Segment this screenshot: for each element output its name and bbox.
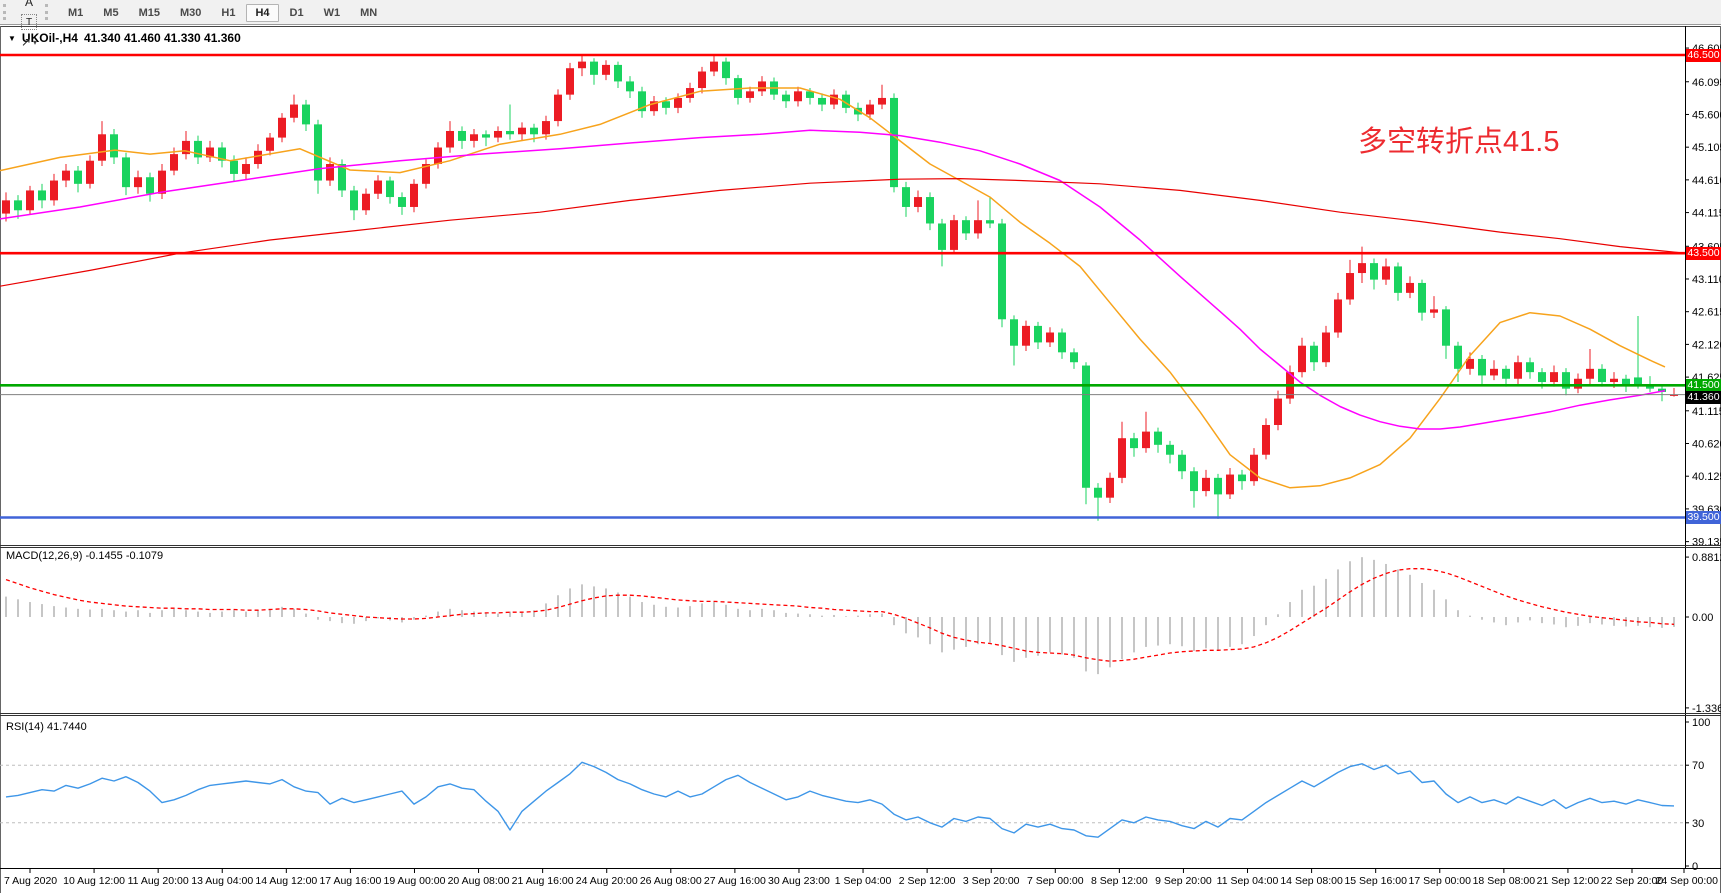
rsi-value: 41.7440 xyxy=(46,721,87,733)
svg-text:30 Aug 23:00: 30 Aug 23:00 xyxy=(768,875,830,887)
rsi-name: RSI(14) xyxy=(6,721,44,733)
svg-text:22 Sep 20:00: 22 Sep 20:00 xyxy=(1601,875,1664,887)
symbol-timeframe-label: UKOil-,H4 xyxy=(21,31,78,45)
rsi-indicator-label: RSI(14) 41.7440 xyxy=(6,721,87,733)
svg-text:8 Sep 12:00: 8 Sep 12:00 xyxy=(1091,875,1148,887)
svg-text:17 Aug 16:00: 17 Aug 16:00 xyxy=(319,875,381,887)
svg-text:13 Aug 04:00: 13 Aug 04:00 xyxy=(191,875,253,887)
candles-layer xyxy=(2,55,1678,521)
svg-text:42.615: 42.615 xyxy=(1692,307,1721,319)
macd-name: MACD(12,26,9) xyxy=(6,550,83,562)
svg-text:0.00: 0.00 xyxy=(1692,612,1713,624)
timeframe-button-d1[interactable]: D1 xyxy=(289,6,304,19)
axes-layer: 46.60546.09545.60045.10544.61044.11543.6… xyxy=(0,26,1721,887)
rsi-pane xyxy=(0,761,1685,838)
macd-values: -0.1455 -0.1079 xyxy=(85,550,164,562)
svg-text:14 Aug 12:00: 14 Aug 12:00 xyxy=(255,875,317,887)
svg-text:2 Sep 12:00: 2 Sep 12:00 xyxy=(899,875,956,887)
svg-text:-1.3368: -1.3368 xyxy=(1692,703,1721,715)
timeframe-buttons-group: M1 M5 M15 M30 H1 H4 D1 W1 MN xyxy=(58,3,387,22)
svg-text:20 Aug 08:00: 20 Aug 08:00 xyxy=(448,875,510,887)
svg-text:19 Aug 00:00: 19 Aug 00:00 xyxy=(384,875,446,887)
svg-text:18 Sep 08:00: 18 Sep 08:00 xyxy=(1473,875,1536,887)
svg-text:21 Sep 12:00: 21 Sep 12:00 xyxy=(1537,875,1600,887)
text-label-tool[interactable]: A xyxy=(18,0,40,12)
ohlc-values: 41.340 41.460 41.330 41.360 xyxy=(83,31,241,45)
timeframe-button-m5[interactable]: M5 xyxy=(103,6,119,19)
svg-text:3 Sep 20:00: 3 Sep 20:00 xyxy=(963,875,1020,887)
svg-text:44.610: 44.610 xyxy=(1692,175,1721,187)
price-level-label: 43.500 xyxy=(1686,246,1721,260)
moving-averages-layer xyxy=(0,87,1686,489)
text-tool-icon: T xyxy=(21,14,37,30)
ma-slow-red xyxy=(0,178,1686,287)
svg-text:14 Sep 08:00: 14 Sep 08:00 xyxy=(1280,875,1343,887)
svg-text:45.105: 45.105 xyxy=(1692,142,1721,154)
macd-signal-line xyxy=(5,568,1675,662)
svg-text:26 Aug 08:00: 26 Aug 08:00 xyxy=(640,875,702,887)
price-level-label: 41.500 xyxy=(1686,378,1721,392)
svg-text:0: 0 xyxy=(1692,861,1698,873)
timeframe-button-h4[interactable]: H4 xyxy=(246,3,279,22)
toolbar-grip-icon[interactable] xyxy=(3,4,10,20)
svg-text:15 Sep 16:00: 15 Sep 16:00 xyxy=(1344,875,1407,887)
svg-text:40.620: 40.620 xyxy=(1692,438,1721,450)
timeframe-button-m1[interactable]: M1 xyxy=(68,6,84,19)
svg-text:100: 100 xyxy=(1692,717,1710,729)
svg-text:40.125: 40.125 xyxy=(1692,471,1721,483)
svg-text:7 Aug 2020: 7 Aug 2020 xyxy=(4,875,57,887)
timeframe-button-m30[interactable]: M30 xyxy=(179,6,202,19)
svg-text:30: 30 xyxy=(1692,818,1704,830)
price-axis[interactable] xyxy=(1686,26,1721,868)
timeframe-button-h1[interactable]: H1 xyxy=(221,6,236,19)
arrows-tool[interactable]: ↗ ▾ xyxy=(18,32,40,52)
svg-text:11 Aug 20:00: 11 Aug 20:00 xyxy=(128,875,189,887)
svg-text:27 Aug 16:00: 27 Aug 16:00 xyxy=(704,875,766,887)
macd-pane xyxy=(5,557,1675,675)
svg-text:24 Aug 20:00: 24 Aug 20:00 xyxy=(576,875,638,887)
toolbar-grip-icon[interactable] xyxy=(45,4,52,20)
svg-text:43.110: 43.110 xyxy=(1692,274,1721,286)
arrows-tool-icon: ↗ xyxy=(20,35,32,49)
ma-fast-orange xyxy=(0,87,1666,489)
svg-text:44.115: 44.115 xyxy=(1692,208,1721,220)
chart-dropdown-icon[interactable]: ▼ xyxy=(8,33,16,43)
chevron-down-icon[interactable]: ▾ xyxy=(33,37,38,47)
svg-text:41.115: 41.115 xyxy=(1692,406,1721,418)
text-tool[interactable]: T xyxy=(18,12,40,32)
svg-text:0.8812: 0.8812 xyxy=(1692,552,1721,564)
svg-text:17 Sep 00:00: 17 Sep 00:00 xyxy=(1409,875,1472,887)
price-level-label: 46.500 xyxy=(1686,48,1721,62)
drawing-tools-group: FAT↗▾ xyxy=(16,0,42,52)
rsi-line xyxy=(5,761,1675,838)
level-lines-layer xyxy=(0,53,1685,519)
text-label-tool-icon: A xyxy=(24,0,33,9)
svg-text:45.600: 45.600 xyxy=(1692,109,1721,121)
timeframe-button-m15[interactable]: M15 xyxy=(138,6,160,19)
timeframe-button-mn[interactable]: MN xyxy=(360,6,378,19)
svg-text:11 Sep 04:00: 11 Sep 04:00 xyxy=(1217,875,1279,887)
chart-text-annotation[interactable]: 多空转折点41.5 xyxy=(1358,126,1560,158)
svg-text:42.120: 42.120 xyxy=(1692,339,1721,351)
svg-text:1 Sep 04:00: 1 Sep 04:00 xyxy=(835,875,892,887)
ma-mid-magenta xyxy=(0,129,1666,430)
svg-text:70: 70 xyxy=(1692,760,1704,772)
macd-indicator-label: MACD(12,26,9) -0.1455 -0.1079 xyxy=(6,550,163,562)
svg-text:24 Sep 00:00: 24 Sep 00:00 xyxy=(1656,875,1719,887)
price-level-label: 39.500 xyxy=(1686,511,1721,524)
price-level-label: 41.360 xyxy=(1686,391,1721,405)
svg-text:46.095: 46.095 xyxy=(1692,77,1721,89)
svg-text:10 Aug 12:00: 10 Aug 12:00 xyxy=(63,875,125,887)
chart-title: ▼ UKOil-,H4 41.340 41.460 41.330 41.360 xyxy=(8,31,241,45)
svg-text:21 Aug 16:00: 21 Aug 16:00 xyxy=(512,875,574,887)
time-axis[interactable] xyxy=(0,869,1721,893)
timeframe-button-w1[interactable]: W1 xyxy=(323,6,341,19)
svg-text:7 Sep 00:00: 7 Sep 00:00 xyxy=(1027,875,1084,887)
svg-text:9 Sep 20:00: 9 Sep 20:00 xyxy=(1155,875,1212,887)
